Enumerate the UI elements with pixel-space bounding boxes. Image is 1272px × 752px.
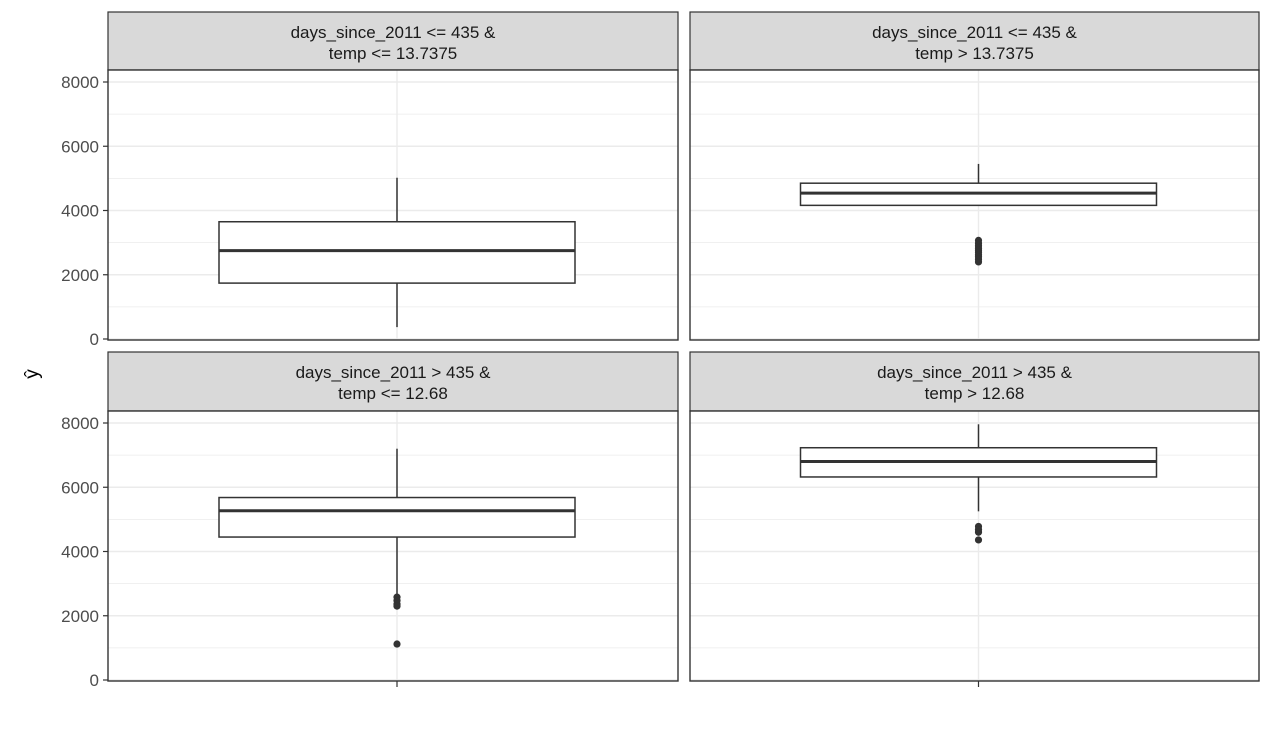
facet-panel-3: days_since_2011 > 435 & temp <= 12.68 0 200…: [61, 351, 679, 690]
box-iqr: [218, 496, 576, 538]
box-iqr: [218, 220, 576, 284]
facet-strip-label: temp <= 12.68: [338, 384, 448, 403]
facet-strip-label: temp <= 13.7375: [329, 44, 458, 63]
y-tick-label: 4000: [61, 543, 99, 562]
outlier-point: [974, 258, 983, 266]
y-tick-label: 2000: [61, 607, 99, 626]
outlier-point: [974, 536, 983, 544]
facet-strip-label: days_since_2011 > 435 &: [877, 363, 1073, 382]
y-tick-label: 8000: [61, 414, 99, 433]
panel-border: [107, 69, 679, 341]
plot-background: [108, 70, 678, 340]
facet-strip-label: temp > 13.7375: [915, 44, 1034, 63]
panel-border: [689, 69, 1260, 341]
facet-panel-4: days_since_2011 > 435 & temp > 12.68: [689, 351, 1260, 687]
y-tick-label: 0: [90, 671, 99, 690]
panel-border: [689, 410, 1260, 682]
facet-panel-2: days_since_2011 <= 435 & temp > 13.7375: [689, 11, 1260, 341]
y-tick-label: 2000: [61, 266, 99, 285]
facet-strip-label: days_since_2011 <= 435 &: [291, 23, 496, 42]
y-axis-title: ŷ: [22, 369, 43, 379]
outlier-point: [393, 602, 401, 610]
y-tick-label: 0: [90, 330, 99, 349]
outlier-point: [974, 528, 983, 536]
y-tick-label: 6000: [61, 478, 99, 497]
facet-panel-1: days_since_2011 <= 435 & temp <= 13.7375 0…: [61, 11, 679, 349]
plot-background: [108, 411, 678, 681]
facet-strip-label: days_since_2011 > 435 &: [296, 363, 492, 382]
facet-strip-label: days_since_2011 <= 435 &: [872, 23, 1077, 42]
y-tick-label: 8000: [61, 73, 99, 92]
facet-strip-label: temp > 12.68: [925, 384, 1025, 403]
facet-strip: [689, 351, 1260, 412]
outlier-point: [393, 640, 401, 648]
y-tick-label: 4000: [61, 202, 99, 221]
facet-strip: [689, 11, 1260, 71]
facet-strip: [107, 11, 679, 71]
y-tick-label: 6000: [61, 137, 99, 156]
panel-border: [107, 410, 679, 682]
facet-strip: [107, 351, 679, 412]
